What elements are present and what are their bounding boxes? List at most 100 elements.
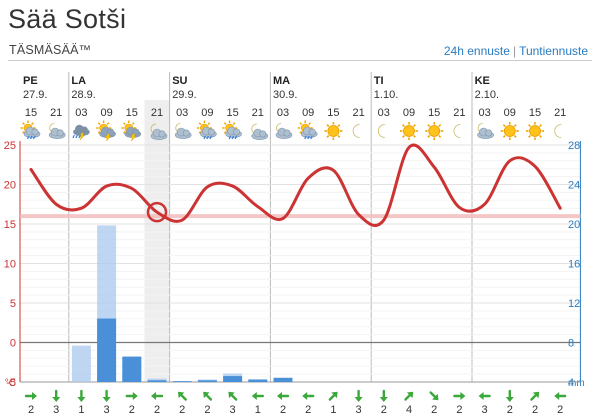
wind-direction-arrow-icon xyxy=(302,392,315,401)
precipitation-tick-label: 28 xyxy=(568,140,580,152)
wind-direction-arrow-icon xyxy=(354,389,363,402)
hour-label: 03 xyxy=(378,107,390,119)
wind-direction-arrow-icon xyxy=(102,389,111,402)
wind-speed-label: 2 xyxy=(154,404,160,416)
wind-direction-arrow-icon xyxy=(478,392,491,401)
precipitation-unit-label: mm xyxy=(568,378,585,389)
wind-direction-arrow-icon xyxy=(277,392,290,400)
hour-label: 09 xyxy=(504,107,516,119)
cloud-night-icon xyxy=(477,123,494,139)
temperature-tick-label: 0 xyxy=(10,338,16,350)
wind-direction-arrow-icon xyxy=(505,389,514,402)
wind-direction-arrow-icon xyxy=(404,391,414,401)
hour-label: 15 xyxy=(126,107,138,119)
wind-direction-arrow-icon xyxy=(228,391,238,401)
wind-direction-arrow-icon xyxy=(125,391,138,400)
day-name-pe: PE xyxy=(23,75,38,87)
temperature-line xyxy=(29,143,562,227)
sun-icon xyxy=(500,122,519,140)
wind-speed-label: 3 xyxy=(53,404,59,416)
day-date: 27.9. xyxy=(23,89,47,101)
wind-speed-label: 1 xyxy=(330,404,336,416)
wind-direction-arrow-icon xyxy=(251,391,264,400)
hour-label: 15 xyxy=(25,107,37,119)
hour-label: 21 xyxy=(554,107,566,119)
precipitation-tick-label: 8 xyxy=(568,338,574,350)
sun-thunder-icon xyxy=(121,120,142,142)
thunder-cloud-icon xyxy=(72,124,90,141)
precipitation-bar xyxy=(197,380,217,382)
wind-direction-arrow-icon xyxy=(77,389,86,402)
wind-speed-label: 1 xyxy=(255,404,261,416)
wind-direction-arrow-icon xyxy=(379,389,388,402)
moon-icon xyxy=(377,124,385,138)
wind-speed-label: 2 xyxy=(456,404,462,416)
moon-icon xyxy=(352,124,360,138)
precipitation-range-bar xyxy=(71,345,91,382)
day-name-la: LA xyxy=(71,75,86,87)
day-name-ti: TI xyxy=(374,75,384,87)
sun-cloud-rain-icon xyxy=(222,120,242,140)
precipitation-bar xyxy=(122,356,142,382)
wind-direction-arrow-icon xyxy=(203,391,213,401)
wind-speed-label: 2 xyxy=(204,404,210,416)
sun-icon xyxy=(400,122,418,140)
temperature-tick-label: 5 xyxy=(10,298,16,310)
wind-speed-label: 2 xyxy=(381,404,387,416)
wind-direction-arrow-icon xyxy=(530,391,540,401)
wind-speed-label: 2 xyxy=(557,404,563,416)
precipitation-tick-label: 20 xyxy=(568,219,580,231)
wind-speed-label: 2 xyxy=(532,404,538,416)
moon-icon xyxy=(554,124,562,138)
precipitation-bar xyxy=(172,381,192,382)
hour-label: 09 xyxy=(100,107,112,119)
wind-direction-arrow-icon xyxy=(429,391,439,401)
temperature-tick-label: 20 xyxy=(4,180,16,192)
wind-direction-arrow-icon xyxy=(554,392,567,401)
wind-speed-label: 3 xyxy=(482,404,488,416)
moon-cloud-icon xyxy=(251,123,269,140)
wind-speed-label: 2 xyxy=(507,404,513,416)
hour-label: 15 xyxy=(529,107,541,119)
sun-thunder-icon xyxy=(96,120,116,142)
link-24h-forecast[interactable]: 24h ennuste xyxy=(443,44,510,58)
current-period-band xyxy=(144,100,170,382)
wind-direction-arrow-icon xyxy=(453,392,466,401)
hour-label: 03 xyxy=(75,107,87,119)
precipitation-bar xyxy=(97,318,117,382)
precipitation-bar xyxy=(223,376,243,382)
day-date: 30.9. xyxy=(273,89,297,101)
precipitation-tick-label: 24 xyxy=(568,180,580,192)
wind-speed-label: 1 xyxy=(78,404,84,416)
wind-speed-label: 4 xyxy=(406,404,412,416)
moon-icon xyxy=(453,124,461,138)
current-temperature-marker xyxy=(146,201,168,223)
hour-label: 15 xyxy=(428,107,440,119)
wind-speed-label: 2 xyxy=(129,404,135,416)
hour-label: 03 xyxy=(478,107,490,119)
wind-direction-arrow-icon xyxy=(24,392,37,400)
day-date: 29.9. xyxy=(172,89,196,101)
hour-label: 21 xyxy=(352,107,364,119)
forecast-links: 24h ennuste | Tuntiennuste xyxy=(444,44,588,58)
day-name-ma: MA xyxy=(273,75,290,87)
wind-speed-label: 2 xyxy=(431,404,437,416)
hour-label: 15 xyxy=(226,107,238,119)
wind-speed-label: 3 xyxy=(104,404,110,416)
precipitation-bar xyxy=(273,377,293,382)
header-divider xyxy=(8,60,592,61)
temperature-tick-label: 25 xyxy=(4,140,16,152)
link-hourly-forecast[interactable]: Tuntiennuste xyxy=(519,44,588,58)
wind-speed-label: 2 xyxy=(28,404,34,416)
page-title: Sää Sotši xyxy=(8,4,127,34)
wind-speed-label: 2 xyxy=(179,404,185,416)
day-date: 1.10. xyxy=(374,89,398,101)
precipitation-tick-label: 16 xyxy=(568,259,580,271)
hour-label: 21 xyxy=(151,107,163,119)
hour-label: 03 xyxy=(176,107,188,119)
brand-label: TÄSMÄSÄÄ™ xyxy=(9,43,92,57)
sun-cloud-rain-icon xyxy=(20,120,41,140)
hour-label: 21 xyxy=(50,107,62,119)
wind-direction-arrow-icon xyxy=(151,392,164,400)
link-separator: | xyxy=(512,44,517,58)
